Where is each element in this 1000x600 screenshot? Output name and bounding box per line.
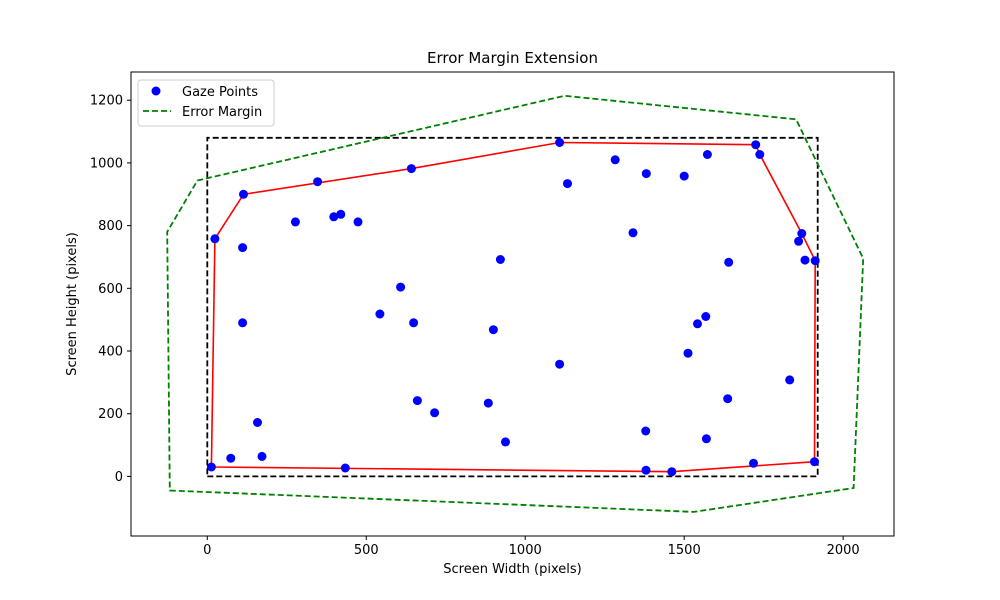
legend-gaze-points-marker (151, 86, 161, 96)
x-tick-label: 500 (354, 543, 379, 558)
axes-frame (130, 71, 895, 537)
x-tick-label: 1000 (509, 543, 542, 558)
legend-error-margin-label: Error Margin (182, 105, 262, 120)
gaze-point (206, 462, 216, 472)
gaze-point (555, 359, 565, 369)
y-tick-label: 1000 (90, 156, 123, 171)
x-tick-label: 0 (203, 543, 211, 558)
gaze-point (257, 451, 267, 461)
convex-hull-outline (210, 141, 817, 473)
x-tick-label: 2000 (827, 543, 860, 558)
y-tick-label: 800 (98, 219, 123, 234)
gaze-point (495, 255, 505, 264)
gaze-point (679, 171, 689, 181)
gaze-point (430, 408, 440, 418)
x-tick-label: 1500 (668, 543, 701, 558)
gaze-point (239, 189, 248, 199)
gaze-point (501, 437, 510, 447)
gaze-point (340, 463, 350, 473)
gaze-point (641, 169, 651, 179)
gaze-point (693, 319, 702, 329)
gaze-point (667, 467, 677, 477)
gaze-point (406, 164, 416, 174)
gaze-point (701, 434, 711, 444)
y-tick-label: 400 (98, 345, 123, 360)
gaze-point (641, 465, 651, 475)
gaze-point (412, 396, 422, 406)
gaze-point (785, 375, 795, 385)
gaze-point (702, 150, 712, 159)
y-axis-title: Screen Height (pixels) (65, 232, 80, 376)
gaze-point (375, 309, 385, 319)
gaze-point (810, 256, 820, 266)
gaze-point (313, 177, 323, 187)
gaze-point (755, 150, 765, 159)
gaze-point (723, 394, 733, 404)
gaze-point (563, 179, 572, 189)
gaze-point (290, 217, 300, 227)
legend-box (137, 79, 275, 127)
gaze-point (724, 257, 734, 267)
gaze-point (810, 457, 819, 467)
gaze-point (701, 312, 711, 321)
y-tick-label: 200 (98, 407, 123, 422)
gaze-point (610, 155, 620, 165)
gaze-point (226, 453, 236, 463)
gaze-point (794, 236, 804, 246)
gaze-point (210, 234, 220, 244)
gaze-point (483, 398, 493, 408)
gaze-point (488, 325, 498, 335)
gaze-point (329, 212, 339, 222)
legend-gaze-points-label: Gaze Points (182, 85, 258, 100)
gaze-point (409, 318, 419, 328)
error-margin-outline (166, 94, 865, 513)
gaze-point (238, 243, 248, 253)
y-tick-label: 600 (98, 282, 123, 297)
gaze-point (253, 418, 262, 427)
gaze-point (751, 140, 761, 150)
gaze-point (800, 255, 810, 265)
gaze-point (683, 348, 693, 358)
screen-boundary-outline (206, 136, 819, 478)
gaze-point (555, 138, 565, 147)
gaze-point (396, 282, 406, 292)
gaze-point (353, 217, 363, 227)
legend: Gaze Points Error Margin (137, 79, 275, 127)
y-tick-label: 1200 (90, 94, 123, 109)
gaze-point (641, 426, 651, 436)
gaze-point (238, 318, 248, 328)
gaze-point (749, 458, 758, 468)
gaze-point (628, 228, 638, 238)
gaze-point (797, 229, 807, 238)
gaze-point (336, 209, 346, 219)
y-tick-label: 0 (115, 470, 123, 485)
chart-title: Error Margin Extension (427, 49, 598, 67)
x-axis-title: Screen Width (pixels) (443, 562, 581, 577)
